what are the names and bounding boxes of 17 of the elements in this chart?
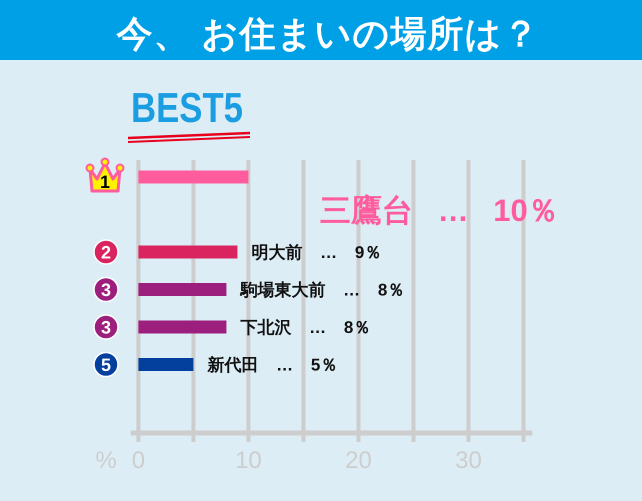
x-axis-title: % [95,447,117,474]
data-label: 下北沢 … 8％ [239,318,370,337]
data-label: 駒場東大前 … 8％ [239,280,404,300]
y-tick-label: 3 [100,280,112,300]
y-tick-label: 1 [100,172,110,192]
chart-title: 今、 お住まいの場所は？ [115,13,540,54]
data-label: 明大前 … 9％ [251,243,382,262]
y-tick-label: 5 [100,355,112,375]
bar [138,358,194,371]
data-label: 新代田 … 5％ [206,356,338,374]
bar [138,283,226,296]
y-tick-label: 2 [100,242,112,262]
chart-subtitle: BEST5 [131,84,266,131]
bar [138,246,238,258]
y-tick-label: 3 [100,318,112,338]
data-label: 三鷹台 … 10％ [320,193,559,228]
bar [138,320,226,334]
